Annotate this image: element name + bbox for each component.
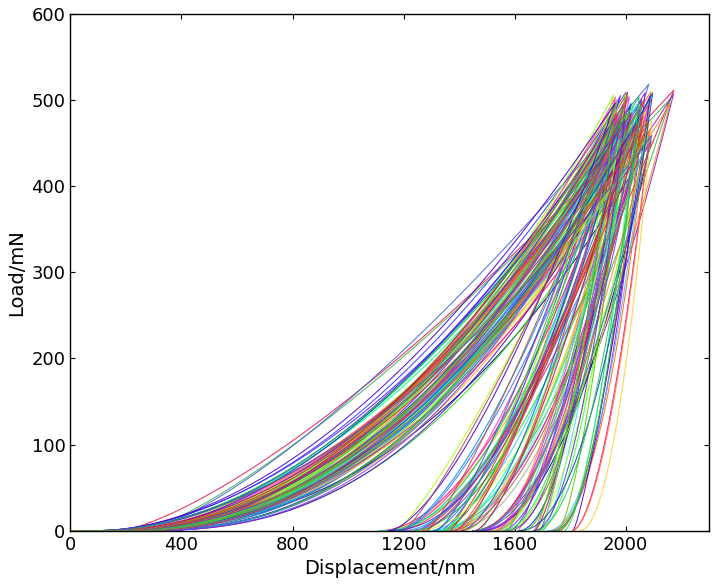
X-axis label: Displacement/nm: Displacement/nm: [304, 559, 475, 578]
Y-axis label: Load/mN: Load/mN: [7, 229, 26, 316]
